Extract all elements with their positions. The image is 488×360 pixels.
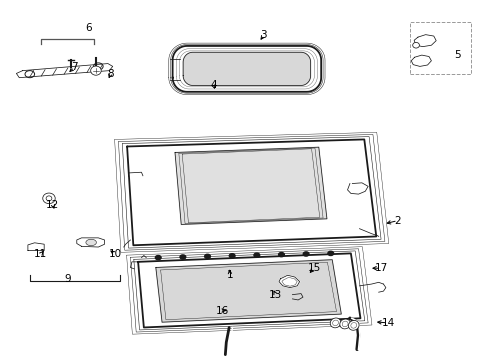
Text: 3: 3: [260, 30, 266, 40]
Text: 15: 15: [307, 263, 320, 273]
Text: 16: 16: [216, 306, 229, 315]
Polygon shape: [279, 275, 299, 288]
Text: 2: 2: [394, 216, 400, 226]
Circle shape: [303, 252, 308, 256]
Polygon shape: [77, 238, 104, 247]
Polygon shape: [183, 52, 310, 85]
Polygon shape: [138, 253, 360, 328]
Text: 11: 11: [34, 249, 47, 259]
Polygon shape: [127, 139, 376, 245]
Ellipse shape: [86, 239, 96, 246]
Text: 9: 9: [64, 274, 70, 284]
Text: 6: 6: [85, 23, 92, 33]
Text: 10: 10: [108, 249, 122, 259]
Ellipse shape: [90, 66, 101, 75]
Text: 1: 1: [226, 270, 233, 280]
Ellipse shape: [350, 323, 356, 328]
Text: 14: 14: [381, 318, 394, 328]
Polygon shape: [28, 243, 44, 251]
Ellipse shape: [332, 320, 338, 326]
Ellipse shape: [42, 193, 55, 204]
Circle shape: [278, 252, 284, 257]
Text: 7: 7: [71, 62, 78, 72]
Text: 5: 5: [453, 50, 460, 60]
Polygon shape: [172, 46, 321, 92]
Circle shape: [229, 254, 235, 258]
Circle shape: [204, 254, 210, 258]
Polygon shape: [347, 183, 367, 194]
Circle shape: [327, 251, 333, 256]
Circle shape: [155, 256, 161, 260]
Ellipse shape: [412, 42, 419, 48]
Polygon shape: [168, 43, 325, 95]
Polygon shape: [170, 45, 323, 93]
Ellipse shape: [342, 321, 347, 327]
Polygon shape: [175, 147, 326, 224]
Polygon shape: [410, 55, 430, 66]
Ellipse shape: [339, 319, 350, 329]
Text: 17: 17: [374, 263, 387, 273]
Text: 12: 12: [46, 200, 60, 210]
Text: 13: 13: [268, 290, 282, 300]
Polygon shape: [17, 64, 112, 78]
Circle shape: [180, 255, 185, 259]
Polygon shape: [156, 260, 341, 322]
Text: 4: 4: [210, 80, 216, 90]
Ellipse shape: [348, 320, 358, 330]
Polygon shape: [413, 35, 435, 47]
Text: 8: 8: [107, 69, 113, 79]
Ellipse shape: [46, 196, 52, 201]
Ellipse shape: [329, 318, 340, 328]
Circle shape: [253, 253, 259, 257]
